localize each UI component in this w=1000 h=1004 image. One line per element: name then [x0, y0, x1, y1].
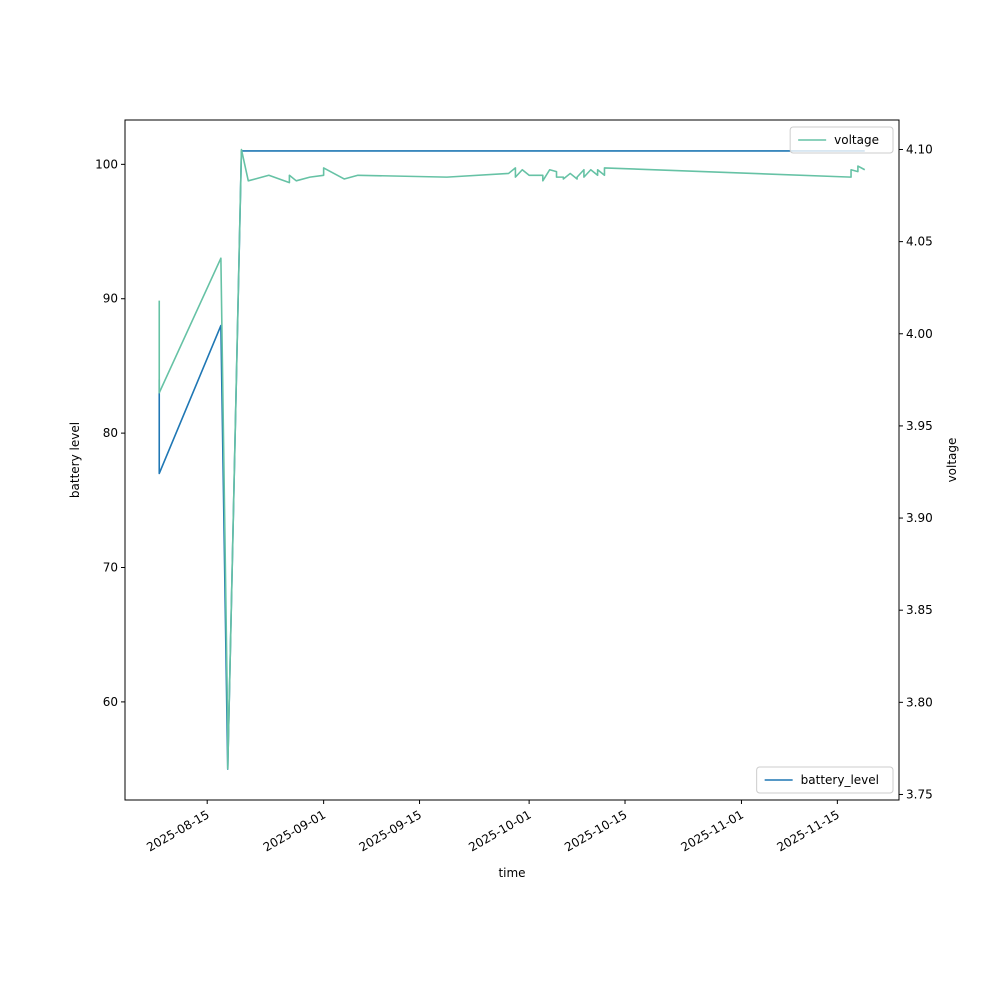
y2-tick-label: 3.90: [906, 511, 933, 525]
x-tick-label: 2025-11-15: [774, 807, 841, 854]
y-tick-label: 70: [103, 561, 118, 575]
series-line: [158, 148, 866, 770]
legend-label: battery_level: [801, 773, 879, 787]
legend: voltage: [789, 126, 894, 154]
x-tick-label: 2025-11-01: [679, 807, 746, 854]
series-line: [158, 150, 865, 770]
x-axis-label: time: [498, 866, 525, 880]
plot-frame: [124, 119, 900, 801]
y2-axis-label: voltage: [945, 438, 959, 483]
y2-tick-label: 4.10: [906, 142, 933, 156]
y2-tick-label: 4.05: [906, 235, 933, 249]
y2-tick-label: 3.75: [906, 787, 933, 801]
legend: battery_level: [756, 766, 894, 794]
x-tick-label: 2025-09-15: [357, 807, 424, 854]
x-tick-label: 2025-09-01: [261, 807, 328, 854]
x-tick-label: 2025-10-01: [466, 807, 533, 854]
legend-box: [756, 766, 894, 794]
y-tick-label: 60: [103, 695, 118, 709]
y2-tick-label: 4.00: [906, 327, 933, 341]
y2-tick-label: 3.80: [906, 695, 933, 709]
x-tick-label: 2025-10-15: [562, 807, 629, 854]
legend-box: [789, 126, 894, 154]
y2-tick-label: 3.85: [906, 603, 933, 617]
y-tick-label: 100: [95, 157, 118, 171]
y-tick-label: 90: [103, 292, 118, 306]
legend-label: voltage: [834, 133, 879, 147]
x-tick-label: 2025-08-15: [144, 807, 211, 854]
y-axis-label: battery level: [68, 422, 82, 498]
y2-tick-label: 3.95: [906, 419, 933, 433]
y-tick-label: 80: [103, 426, 118, 440]
